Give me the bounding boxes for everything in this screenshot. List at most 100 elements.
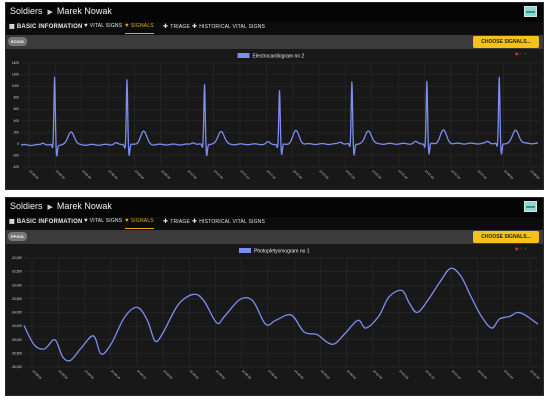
signal-toolbar: PPG01 CHOOSE SIGNALS... <box>6 230 543 244</box>
plus-icon: ✚ <box>163 219 169 225</box>
y-tick-label: 200 <box>14 130 20 134</box>
legend-label: Photopletysmogram no 1 <box>254 249 310 255</box>
signal-counter: ◼ 0 + <box>514 246 527 251</box>
x-tick-label: 14:01:25 <box>503 369 514 380</box>
tab-historical-vital-signs[interactable]: ✚ HISTORICAL VITAL SIGNS <box>192 24 266 30</box>
breadcrumb-root[interactable]: Soldiers <box>10 6 43 16</box>
ppg-panel: Soldiers ▶ Marek Nowak ▦ BASIC INFORMATION … <box>5 197 544 396</box>
x-tick-label: 14:00:00 <box>58 369 69 380</box>
x-tick-label: 13:58:05 <box>529 169 540 180</box>
add-signal-icon[interactable]: + <box>524 51 527 56</box>
ecg-chart-area: ◼ 0 + 1400 1200 1000 800 600 400 200 0 -200 -400 13… <box>6 49 543 189</box>
history-icon: ✚ <box>192 24 198 30</box>
history-icon: ✚ <box>192 219 198 225</box>
breadcrumb: Soldiers ▶ Marek Nowak <box>10 6 112 16</box>
breadcrumb: Soldiers ▶ Marek Nowak <box>10 201 112 211</box>
y-tick-label: -34,500 <box>11 324 22 328</box>
x-tick-label: 13:57:15 <box>266 169 277 180</box>
add-signal-icon[interactable]: + <box>524 246 527 251</box>
y-tick-label: 600 <box>14 107 20 111</box>
y-tick-label: -35,500 <box>11 351 22 355</box>
x-tick-label: 13:57:35 <box>371 169 382 180</box>
tab-signals[interactable]: ♥ SIGNALS <box>125 218 154 229</box>
x-tick-label: 13:57:50 <box>450 169 461 180</box>
x-tick-label: 13:56:55 <box>160 169 171 180</box>
x-tick-label: 14:00:20 <box>162 369 173 380</box>
x-tick-label: 13:57:20 <box>292 169 303 180</box>
x-tick-label: 13:57:30 <box>345 169 356 180</box>
legend-label: Electrocardiogram no 2 <box>253 54 305 60</box>
choose-signals-button[interactable]: CHOOSE SIGNALS... <box>473 231 539 243</box>
x-tick-label: 14:00:50 <box>320 369 331 380</box>
x-tick-label: 13:58:00 <box>503 169 514 180</box>
ecg-chart: 1400 1200 1000 800 600 400 200 0 -200 -400 13:56:3… <box>12 53 541 180</box>
plus-icon: ✚ <box>163 24 169 30</box>
x-tick-label: 13:56:45 <box>107 169 118 180</box>
y-tick-label: 1000 <box>12 84 19 88</box>
heart-icon: ♥ <box>84 218 88 224</box>
ecg-panel: Soldiers ▶ Marek Nowak ▦ BASIC INFORMATION … <box>5 2 544 190</box>
x-tick-label: 13:56:30 <box>28 169 39 180</box>
tab-basic-information[interactable]: ▦ BASIC INFORMATION <box>9 219 83 225</box>
tab-vital-signs[interactable]: ♥ VITAL SIGNS <box>84 23 123 29</box>
legend-swatch <box>239 248 251 253</box>
x-tick-label: 14:01:15 <box>451 369 462 380</box>
chevron-right-icon: ▶ <box>47 9 53 16</box>
x-tick-label: 14:01:30 <box>529 369 540 380</box>
info-icon: ▦ <box>9 219 15 225</box>
x-tick-label: 13:56:50 <box>134 169 145 180</box>
x-tick-label: 13:57:55 <box>477 169 488 180</box>
grid-lines <box>21 62 538 168</box>
x-tick-label: 13:57:00 <box>187 169 198 180</box>
tab-basic-information[interactable]: ▦ BASIC INFORMATION <box>9 24 83 30</box>
chevron-right-icon: ▶ <box>47 204 53 211</box>
remove-signal-icon[interactable]: ◼ <box>514 246 520 251</box>
tab-bar: ▦ BASIC INFORMATION ♥ VITAL SIGNS ♥ SIGNALS… <box>6 217 543 230</box>
x-tick-label: 13:57:25 <box>318 169 329 180</box>
y-tick-label: -34,000 <box>11 311 22 315</box>
x-tick-label: 14:00:35 <box>241 369 252 380</box>
x-tick-label: 13:57:40 <box>397 169 408 180</box>
breadcrumb-root[interactable]: Soldiers <box>10 201 43 211</box>
signal-toolbar: ECG01 CHOOSE SIGNALS... <box>6 35 543 49</box>
tab-triage[interactable]: ✚ TRIAGE <box>163 24 191 30</box>
y-tick-label: -33,000 <box>11 283 22 287</box>
x-tick-label: 13:56:40 <box>81 169 92 180</box>
signal-counter: ◼ 0 + <box>514 51 527 56</box>
flag-icon[interactable] <box>524 201 537 212</box>
series-line <box>20 76 539 157</box>
y-tick-label: -35,000 <box>11 338 22 342</box>
y-tick-label: 400 <box>14 119 20 123</box>
heart-icon: ♥ <box>84 23 88 29</box>
tab-triage[interactable]: ✚ TRIAGE <box>163 219 191 225</box>
signal-badge[interactable]: ECG01 <box>8 37 28 46</box>
breadcrumb-patient: Marek Nowak <box>56 6 112 16</box>
x-tick-label: 13:59:55 <box>31 369 42 380</box>
x-tick-label: 14:00:25 <box>189 369 200 380</box>
tab-historical-vital-signs[interactable]: ✚ HISTORICAL VITAL SIGNS <box>192 219 266 225</box>
y-tick-label: -32,000 <box>11 256 22 260</box>
x-tick-label: 14:00:10 <box>110 369 121 380</box>
x-tick-label: 14:00:45 <box>293 369 304 380</box>
tab-signals[interactable]: ♥ SIGNALS <box>125 23 154 34</box>
info-icon: ▦ <box>9 24 15 30</box>
x-tick-label: 13:57:10 <box>239 169 250 180</box>
y-tick-label: -200 <box>13 153 20 157</box>
remove-signal-icon[interactable]: ◼ <box>514 51 520 56</box>
series-line <box>23 267 539 362</box>
y-tick-label: -36,000 <box>11 365 22 369</box>
flag-icon[interactable] <box>524 6 537 17</box>
legend-swatch <box>237 53 250 58</box>
signal-badge[interactable]: PPG01 <box>8 232 27 241</box>
tab-vital-signs[interactable]: ♥ VITAL SIGNS <box>84 218 123 224</box>
ppg-chart: -32,000 -32,500 -33,000 -33,500 -34,000 -34,5… <box>11 248 541 380</box>
y-tick-label: -33,500 <box>11 297 22 301</box>
x-tick-label: 14:00:15 <box>136 369 147 380</box>
choose-signals-button[interactable]: CHOOSE SIGNALS... <box>473 36 539 48</box>
y-tick-label: 1400 <box>12 61 19 65</box>
breadcrumb-patient: Marek Nowak <box>56 201 112 211</box>
y-tick-label: 800 <box>14 96 20 100</box>
x-tick-label: 13:57:05 <box>213 169 224 180</box>
x-tick-label: 14:01:20 <box>477 369 488 380</box>
title-bar: Soldiers ▶ Marek Nowak <box>6 3 543 22</box>
